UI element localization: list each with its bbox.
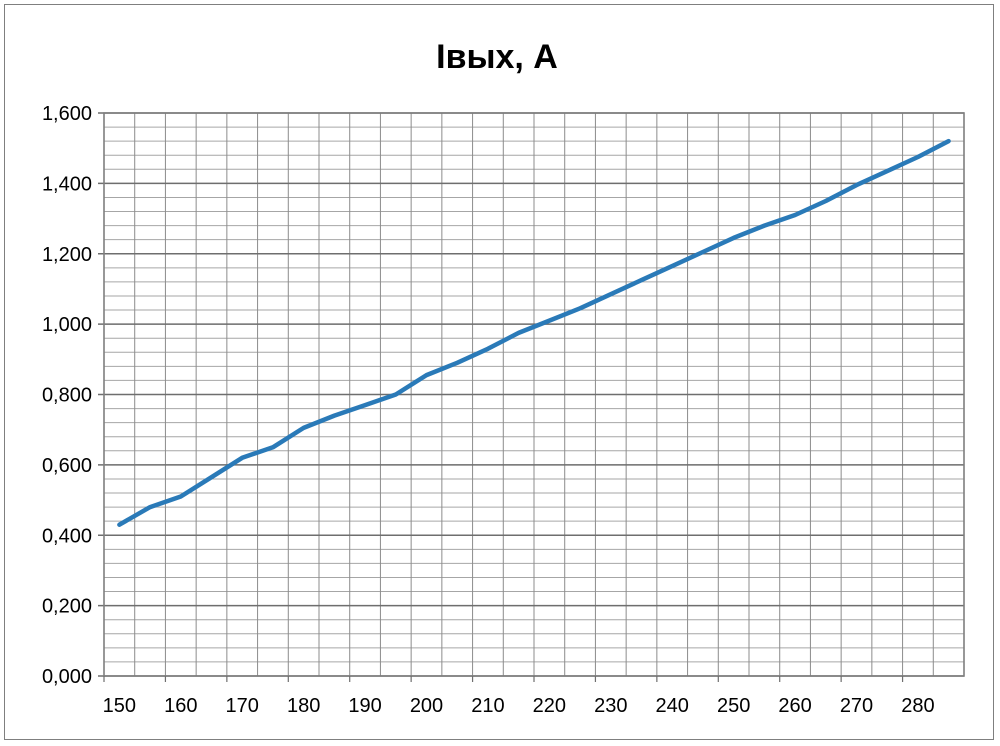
y-tick-label: 1,600 [42,103,92,125]
y-tick-label: 1,200 [42,244,92,266]
grid-lines [98,112,965,677]
y-tick-label: 1,000 [42,314,92,336]
x-axis-ticks: 150 160 170 180 190 200 210 220 230 240 250 260 270 2… [103,676,935,717]
x-tick-label: 190 [348,695,381,717]
x-tick-label: 160 [164,695,197,717]
series-line [117,138,951,527]
y-tick-label: 0,200 [42,596,92,618]
y-tick-label: 0,800 [42,385,92,407]
chart-title: Iвых, А [436,38,558,76]
series-group [117,138,951,527]
x-tick-label: 180 [287,695,320,717]
x-tick-label: 230 [594,695,627,717]
y-tick-label: 1,400 [42,173,92,195]
x-tick-label: 170 [226,695,259,717]
y-axis-ticks: 0,000 0,200 0,400 0,600 0,800 1,000 1,200 1,400… [42,103,92,688]
x-tick-label: 270 [840,695,873,717]
x-tick-label: 220 [533,695,566,717]
y-tick-label: 0,000 [42,666,92,688]
x-tick-label: 240 [656,695,689,717]
x-tick-label: 200 [410,695,443,717]
y-tick-label: 0,400 [42,525,92,547]
x-tick-label: 210 [471,695,504,717]
x-tick-label: 150 [103,695,136,717]
x-tick-label: 260 [778,695,811,717]
x-tick-label: 280 [901,695,934,717]
y-tick-label: 0,600 [42,455,92,477]
x-tick-label: 250 [717,695,750,717]
